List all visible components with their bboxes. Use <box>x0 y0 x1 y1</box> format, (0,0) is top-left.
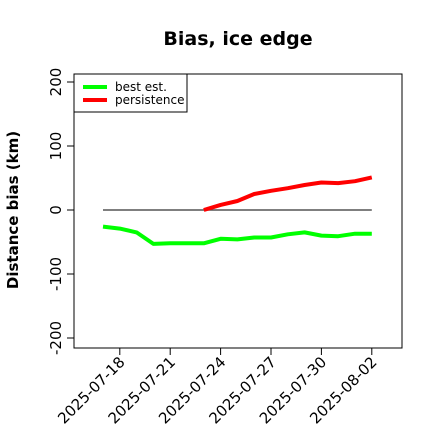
legend-label-persistence: persistence <box>115 93 184 107</box>
legend-label-best-est: best est. <box>115 80 167 94</box>
y-axis-label: Distance bias (km) <box>4 131 22 289</box>
plot-area-frame <box>73 73 403 349</box>
y-tick-label: 0 <box>47 205 65 215</box>
y-tick-label: -100 <box>47 257 65 291</box>
legend-box <box>73 73 188 113</box>
axes: -200-10001002002025-07-182025-07-212025-… <box>47 68 381 428</box>
series-line-best-est <box>102 224 372 246</box>
y-tick-label: -200 <box>47 321 65 355</box>
legend: best est.persistence <box>73 73 188 113</box>
y-tick-label: 200 <box>47 68 65 97</box>
series-line-persistence <box>203 175 373 212</box>
chart-title: Bias, ice edge <box>163 28 312 50</box>
y-tick-label: 100 <box>47 132 65 161</box>
series-layer <box>102 175 373 246</box>
